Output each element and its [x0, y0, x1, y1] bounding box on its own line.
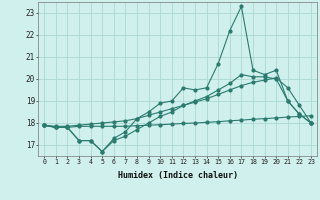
X-axis label: Humidex (Indice chaleur): Humidex (Indice chaleur) — [118, 171, 238, 180]
